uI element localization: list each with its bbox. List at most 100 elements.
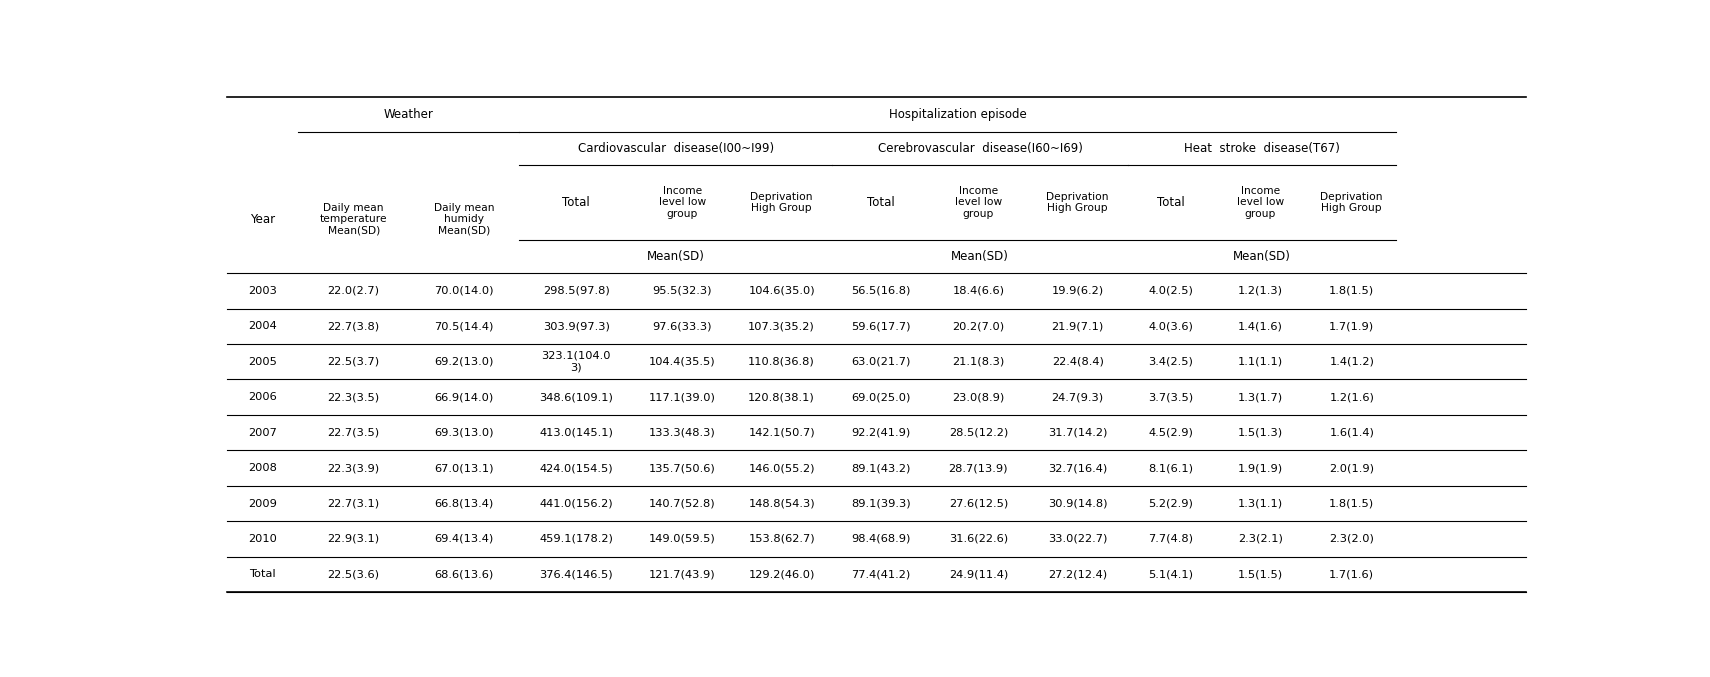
Text: 2.3(2.1): 2.3(2.1) xyxy=(1238,534,1282,544)
Text: 4.0(3.6): 4.0(3.6) xyxy=(1147,322,1194,331)
Text: 22.0(2.7): 22.0(2.7) xyxy=(328,286,380,296)
Text: 120.8(38.1): 120.8(38.1) xyxy=(749,392,816,402)
Text: 459.1(178.2): 459.1(178.2) xyxy=(539,534,614,544)
Text: 66.8(13.4): 66.8(13.4) xyxy=(434,498,494,508)
Text: Year: Year xyxy=(250,213,275,225)
Text: 1.5(1.3): 1.5(1.3) xyxy=(1238,428,1282,437)
Text: Mean(SD): Mean(SD) xyxy=(646,250,705,263)
Text: Hospitalization episode: Hospitalization episode xyxy=(889,108,1026,121)
Text: 3.4(2.5): 3.4(2.5) xyxy=(1147,357,1194,367)
Text: 22.5(3.6): 22.5(3.6) xyxy=(328,569,380,580)
Text: 2.3(2.0): 2.3(2.0) xyxy=(1329,534,1375,544)
Text: 107.3(35.2): 107.3(35.2) xyxy=(749,322,816,331)
Text: 67.0(13.1): 67.0(13.1) xyxy=(434,463,494,473)
Text: 28.7(13.9): 28.7(13.9) xyxy=(949,463,1009,473)
Text: 21.9(7.1): 21.9(7.1) xyxy=(1052,322,1105,331)
Text: 104.6(35.0): 104.6(35.0) xyxy=(749,286,816,296)
Text: 22.7(3.1): 22.7(3.1) xyxy=(328,498,380,508)
Text: 1.9(1.9): 1.9(1.9) xyxy=(1238,463,1282,473)
Text: 133.3(48.3): 133.3(48.3) xyxy=(648,428,715,437)
Text: 1.8(1.5): 1.8(1.5) xyxy=(1329,498,1375,508)
Text: 424.0(154.5): 424.0(154.5) xyxy=(540,463,614,473)
Text: 1.2(1.3): 1.2(1.3) xyxy=(1238,286,1282,296)
Text: 63.0(21.7): 63.0(21.7) xyxy=(852,357,911,367)
Text: 142.1(50.7): 142.1(50.7) xyxy=(749,428,816,437)
Text: 413.0(145.1): 413.0(145.1) xyxy=(539,428,614,437)
Text: 140.7(52.8): 140.7(52.8) xyxy=(648,498,715,508)
Text: Total: Total xyxy=(563,196,590,209)
Text: 1.5(1.5): 1.5(1.5) xyxy=(1238,569,1282,580)
Text: 28.5(12.2): 28.5(12.2) xyxy=(949,428,1007,437)
Text: Heat  stroke  disease(T67): Heat stroke disease(T67) xyxy=(1183,142,1341,155)
Text: 31.7(14.2): 31.7(14.2) xyxy=(1048,428,1108,437)
Text: 59.6(17.7): 59.6(17.7) xyxy=(852,322,911,331)
Text: 1.3(1.7): 1.3(1.7) xyxy=(1238,392,1282,402)
Text: 27.2(12.4): 27.2(12.4) xyxy=(1048,569,1108,580)
Text: 77.4(41.2): 77.4(41.2) xyxy=(852,569,910,580)
Text: 22.3(3.9): 22.3(3.9) xyxy=(328,463,380,473)
Text: Total: Total xyxy=(250,569,275,580)
Text: 2.0(1.9): 2.0(1.9) xyxy=(1329,463,1375,473)
Text: 89.1(39.3): 89.1(39.3) xyxy=(852,498,911,508)
Text: 1.7(1.9): 1.7(1.9) xyxy=(1329,322,1375,331)
Text: 98.4(68.9): 98.4(68.9) xyxy=(852,534,911,544)
Text: Income
level low
group: Income level low group xyxy=(954,185,1002,219)
Text: 4.5(2.9): 4.5(2.9) xyxy=(1147,428,1194,437)
Text: 1.3(1.1): 1.3(1.1) xyxy=(1238,498,1282,508)
Text: 1.7(1.6): 1.7(1.6) xyxy=(1329,569,1375,580)
Text: 22.3(3.5): 22.3(3.5) xyxy=(328,392,380,402)
Text: 1.1(1.1): 1.1(1.1) xyxy=(1238,357,1282,367)
Text: 24.9(11.4): 24.9(11.4) xyxy=(949,569,1007,580)
Text: Cerebrovascular  disease(I60~I69): Cerebrovascular disease(I60~I69) xyxy=(877,142,1082,155)
Text: 149.0(59.5): 149.0(59.5) xyxy=(648,534,715,544)
Text: 376.4(146.5): 376.4(146.5) xyxy=(540,569,614,580)
Text: 2008: 2008 xyxy=(248,463,277,473)
Text: 19.9(6.2): 19.9(6.2) xyxy=(1052,286,1103,296)
Text: 104.4(35.5): 104.4(35.5) xyxy=(648,357,715,367)
Text: 129.2(46.0): 129.2(46.0) xyxy=(749,569,814,580)
Text: 69.3(13.0): 69.3(13.0) xyxy=(434,428,494,437)
Text: 2006: 2006 xyxy=(248,392,277,402)
Text: 95.5(32.3): 95.5(32.3) xyxy=(653,286,711,296)
Text: 1.4(1.6): 1.4(1.6) xyxy=(1238,322,1282,331)
Text: 110.8(36.8): 110.8(36.8) xyxy=(749,357,816,367)
Text: 22.9(3.1): 22.9(3.1) xyxy=(328,534,380,544)
Text: Deprivation
High Group: Deprivation High Group xyxy=(1320,192,1383,213)
Text: 135.7(50.6): 135.7(50.6) xyxy=(648,463,715,473)
Text: 4.0(2.5): 4.0(2.5) xyxy=(1147,286,1194,296)
Text: 2010: 2010 xyxy=(248,534,277,544)
Text: 323.1(104.0
3): 323.1(104.0 3) xyxy=(542,351,610,372)
Text: Mean(SD): Mean(SD) xyxy=(951,250,1009,263)
Text: 30.9(14.8): 30.9(14.8) xyxy=(1048,498,1108,508)
Text: 153.8(62.7): 153.8(62.7) xyxy=(749,534,816,544)
Text: 69.4(13.4): 69.4(13.4) xyxy=(434,534,494,544)
Text: 68.6(13.6): 68.6(13.6) xyxy=(434,569,494,580)
Text: 92.2(41.9): 92.2(41.9) xyxy=(852,428,910,437)
Text: 348.6(109.1): 348.6(109.1) xyxy=(539,392,614,402)
Text: 121.7(43.9): 121.7(43.9) xyxy=(648,569,715,580)
Text: 70.5(14.4): 70.5(14.4) xyxy=(434,322,494,331)
Text: 20.2(7.0): 20.2(7.0) xyxy=(952,322,1004,331)
Text: Total: Total xyxy=(867,196,894,209)
Text: 2007: 2007 xyxy=(248,428,277,437)
Text: Daily mean
humidy
Mean(SD): Daily mean humidy Mean(SD) xyxy=(434,202,494,236)
Text: 148.8(54.3): 148.8(54.3) xyxy=(749,498,816,508)
Text: 89.1(43.2): 89.1(43.2) xyxy=(852,463,911,473)
Text: Deprivation
High Group: Deprivation High Group xyxy=(751,192,812,213)
Text: 1.2(1.6): 1.2(1.6) xyxy=(1329,392,1375,402)
Text: 21.1(8.3): 21.1(8.3) xyxy=(952,357,1004,367)
Text: 31.6(22.6): 31.6(22.6) xyxy=(949,534,1007,544)
Text: Total: Total xyxy=(1156,196,1185,209)
Text: 66.9(14.0): 66.9(14.0) xyxy=(434,392,494,402)
Text: 56.5(16.8): 56.5(16.8) xyxy=(852,286,911,296)
Text: 69.2(13.0): 69.2(13.0) xyxy=(434,357,494,367)
Text: 298.5(97.8): 298.5(97.8) xyxy=(544,286,610,296)
Text: 8.1(6.1): 8.1(6.1) xyxy=(1147,463,1194,473)
Text: 2009: 2009 xyxy=(248,498,277,508)
Text: 33.0(22.7): 33.0(22.7) xyxy=(1048,534,1108,544)
Text: Mean(SD): Mean(SD) xyxy=(1233,250,1291,263)
Text: Cardiovascular  disease(I00~I99): Cardiovascular disease(I00~I99) xyxy=(578,142,775,155)
Text: 24.7(9.3): 24.7(9.3) xyxy=(1052,392,1103,402)
Text: 70.0(14.0): 70.0(14.0) xyxy=(434,286,494,296)
Text: 117.1(39.0): 117.1(39.0) xyxy=(648,392,716,402)
